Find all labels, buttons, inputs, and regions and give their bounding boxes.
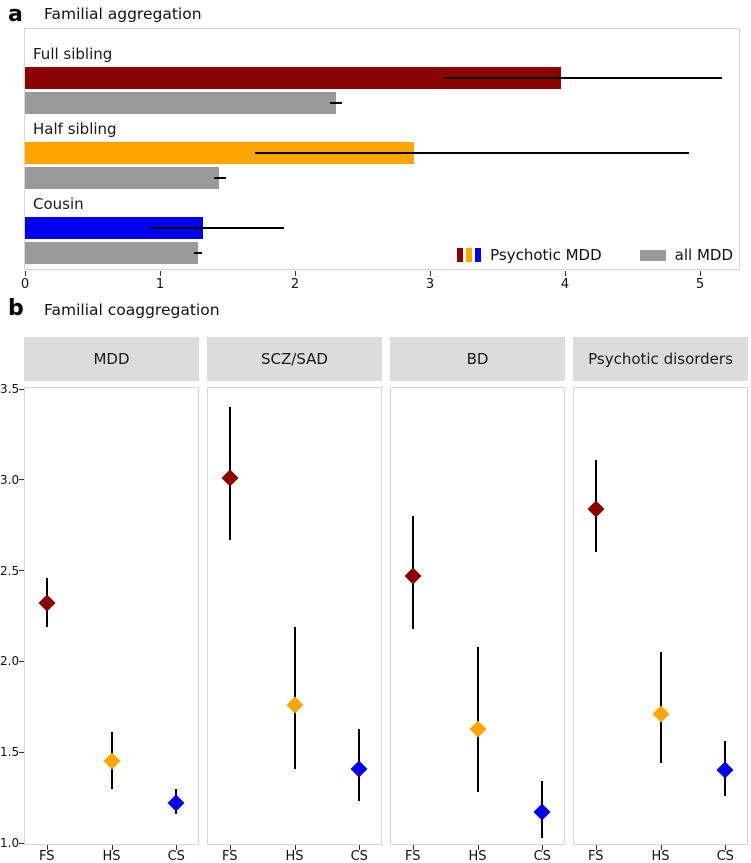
x-tick-label-psychotic-disorders-hs: HS <box>651 849 670 863</box>
group-label-full-sibling: Full sibling <box>33 45 113 63</box>
ci-all-mdd-half-sibling <box>214 177 227 179</box>
ci-psychotic-mdd-cousin <box>150 227 285 229</box>
y-axis-tick-label-3.0: 3.0 <box>0 472 20 487</box>
facet-header-psychotic-disorders: Psychotic disorders <box>573 337 748 381</box>
x-tick-psychotic-disorders-fs <box>595 845 597 850</box>
bar-psychotic-mdd-full-sibling <box>25 67 561 89</box>
x-tick-psychotic-disorders-cs <box>725 845 727 850</box>
y-axis-tick-3.0 <box>19 479 24 481</box>
x-tick-scz-sad-cs <box>359 845 361 850</box>
x-tick-label-scz-sad-hs: HS <box>285 849 304 863</box>
x-tick-label-bd-hs: HS <box>468 849 487 863</box>
facet-header-bd: BD <box>390 337 565 381</box>
ci-all-mdd-cousin <box>193 252 202 254</box>
x-tick-scz-sad-hs <box>294 845 296 850</box>
y-axis-tick-3.5 <box>19 388 24 390</box>
x-axis-tick-label-0: 0 <box>20 277 30 292</box>
legend-swatch-cousin-blue-icon <box>475 248 482 262</box>
x-tick-label-bd-fs: FS <box>404 849 421 863</box>
group-label-half-sibling: Half sibling <box>33 120 117 138</box>
x-tick-mdd-cs <box>176 845 178 850</box>
x-axis-tick-label-2: 2 <box>290 277 300 292</box>
panel-b-tag: b <box>8 296 24 321</box>
legend-swatch-all-mdd-gray-icon <box>639 249 666 261</box>
x-tick-label-psychotic-disorders-fs: FS <box>587 849 604 863</box>
y-axis-tick-label-2.0: 2.0 <box>0 654 20 669</box>
x-tick-label-scz-sad-cs: CS <box>350 849 368 863</box>
group-label-cousin: Cousin <box>33 195 84 213</box>
panel-a-legend: Psychotic MDD all MDD <box>457 246 733 264</box>
x-axis-tick-1 <box>160 271 161 276</box>
legend-swatch-full-sibling-red-icon <box>457 248 464 262</box>
facet-header-mdd: MDD <box>24 337 199 381</box>
y-axis-tick-1.5 <box>19 751 24 753</box>
legend-label-all-mdd: all MDD <box>674 246 733 264</box>
y-axis-tick-label-2.5: 2.5 <box>0 563 20 578</box>
legend-swatch-half-sibling-orange-icon <box>466 248 473 262</box>
facet-header-scz-sad: SCZ/SAD <box>207 337 382 381</box>
ci-psychotic-mdd-half-sibling <box>254 152 690 154</box>
x-tick-bd-fs <box>412 845 414 850</box>
x-axis-tick-5 <box>700 271 701 276</box>
x-axis-tick-0 <box>25 271 26 276</box>
x-tick-mdd-fs <box>46 845 48 850</box>
x-axis-tick-label-3: 3 <box>425 277 435 292</box>
x-tick-mdd-hs <box>111 845 113 850</box>
x-tick-label-mdd-hs: HS <box>102 849 121 863</box>
x-axis-tick-3 <box>430 271 431 276</box>
panel-a-title: Familial aggregation <box>44 5 202 23</box>
ci-bd-hs <box>476 646 479 793</box>
x-axis-tick-label-1: 1 <box>155 277 165 292</box>
bar-psychotic-mdd-cousin <box>25 217 204 239</box>
x-axis-tick-2 <box>295 271 296 276</box>
bar-psychotic-mdd-half-sibling <box>25 142 414 164</box>
x-tick-label-scz-sad-fs: FS <box>221 849 238 863</box>
x-axis-tick-label-4: 4 <box>560 277 570 292</box>
x-axis-tick-label-5: 5 <box>695 277 705 292</box>
legend-label-psychotic-mdd: Psychotic MDD <box>490 246 602 264</box>
facet-plot-scz-sad <box>207 387 382 845</box>
y-axis-tick-2.5 <box>19 570 24 572</box>
panel-a-plot-area: Psychotic MDD all MDD Full sibling Half s… <box>24 28 740 270</box>
x-tick-bd-cs <box>542 845 544 850</box>
bar-all-mdd-cousin <box>25 242 198 264</box>
y-axis-tick-1.0 <box>19 842 24 844</box>
y-axis-tick-2.0 <box>19 660 24 662</box>
x-tick-bd-hs <box>477 845 479 850</box>
ci-all-mdd-full-sibling <box>330 102 343 104</box>
x-tick-scz-sad-fs <box>229 845 231 850</box>
x-tick-label-mdd-cs: CS <box>167 849 185 863</box>
panel-b-title: Familial coaggregation <box>44 301 220 319</box>
x-tick-label-bd-cs: CS <box>533 849 551 863</box>
x-tick-psychotic-disorders-hs <box>660 845 662 850</box>
x-tick-label-psychotic-disorders-cs: CS <box>716 849 734 863</box>
y-axis-tick-label-1.0: 1.0 <box>0 836 20 850</box>
bar-all-mdd-full-sibling <box>25 92 336 114</box>
x-tick-label-mdd-fs: FS <box>38 849 55 863</box>
panel-a-tag: a <box>8 2 23 27</box>
bar-all-mdd-half-sibling <box>25 167 220 189</box>
y-axis-tick-label-1.5: 1.5 <box>0 745 20 760</box>
ci-psychotic-mdd-full-sibling <box>443 77 722 79</box>
x-axis-tick-4 <box>565 271 566 276</box>
facet-plot-psychotic-disorders <box>573 387 748 845</box>
y-axis-tick-label-3.5: 3.5 <box>0 382 20 396</box>
